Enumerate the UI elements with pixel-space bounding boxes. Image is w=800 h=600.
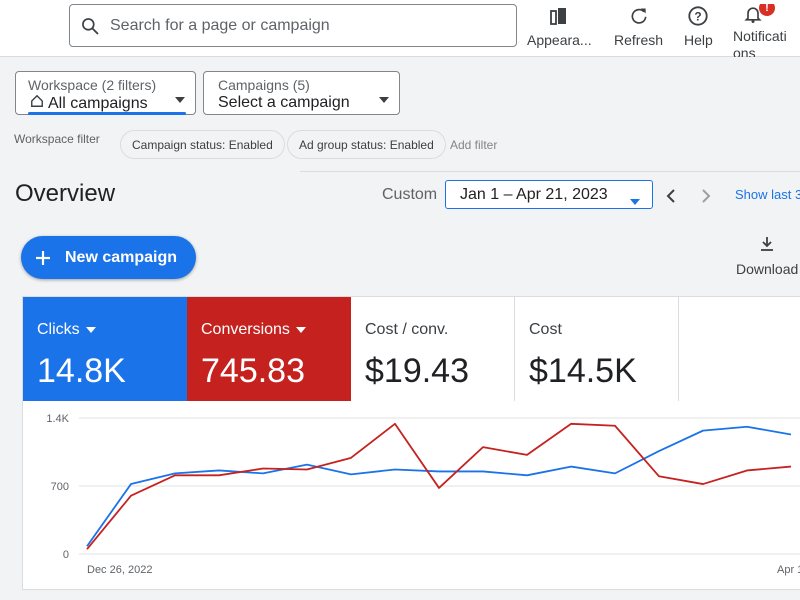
chevron-down-icon xyxy=(175,90,185,108)
campaigns-select[interactable]: Campaigns (5) Select a campaign xyxy=(203,71,400,115)
metric-tile-conversions[interactable]: Conversions 745.83 xyxy=(187,297,351,401)
metric-tile-cost-per-conversion[interactable]: Cost / conv. $19.43 xyxy=(351,297,515,401)
workspace-filter-label: Workspace filter xyxy=(14,132,100,146)
divider xyxy=(300,171,800,172)
page-title: Overview xyxy=(15,180,116,207)
performance-card: Clicks 14.8K Conversions 745.83 Cost / c… xyxy=(22,296,800,590)
top-bar: Appearа... Refresh ? Help ! Notificati o… xyxy=(0,0,800,57)
performance-chart[interactable]: 0 700 1.4K Dec 26, 2022 Apr 1 xyxy=(23,297,800,591)
new-campaign-button[interactable]: New campaign xyxy=(21,236,196,279)
search-input[interactable] xyxy=(110,16,490,35)
help-label: Help xyxy=(684,32,713,48)
campaigns-select-value: Select a campaign xyxy=(218,94,350,111)
appearance-button[interactable]: Appearа... xyxy=(527,4,592,48)
download-label: Download xyxy=(736,261,799,277)
caret-down-icon[interactable] xyxy=(85,327,96,333)
date-range-picker[interactable]: Jan 1 – Apr 21, 2023 xyxy=(445,180,653,209)
help-icon: ? xyxy=(687,4,709,28)
caret-down-icon[interactable] xyxy=(295,327,306,333)
date-range-value: Jan 1 – Apr 21, 2023 xyxy=(460,185,608,203)
next-period-button[interactable] xyxy=(694,184,718,208)
y-tick-label: 700 xyxy=(51,481,69,493)
refresh-icon xyxy=(629,4,649,28)
download-button[interactable]: Download xyxy=(736,236,798,277)
focus-indicator xyxy=(28,112,186,115)
x-tick-label: Apr 1 xyxy=(777,564,800,576)
filter-chip-campaign-status[interactable]: Campaign status: Enabled xyxy=(120,130,285,159)
y-tick-label: 0 xyxy=(63,549,69,561)
series-line-clicks xyxy=(86,425,792,547)
metric-value: $19.43 xyxy=(365,352,469,390)
campaigns-select-label: Campaigns (5) xyxy=(218,77,310,93)
metric-name: Conversions xyxy=(201,321,290,338)
chevron-down-icon xyxy=(630,192,640,210)
chevron-right-icon xyxy=(702,189,711,203)
metric-name-wrap: Clicks xyxy=(37,321,96,339)
search-icon xyxy=(70,16,110,36)
previous-period-button[interactable] xyxy=(659,184,683,208)
search-box[interactable] xyxy=(69,4,517,47)
metric-value: 14.8K xyxy=(37,352,126,390)
show-last-link[interactable]: Show last 3 xyxy=(735,187,800,202)
download-icon xyxy=(759,236,775,255)
series-line-conversions xyxy=(86,422,792,550)
workspace-select-value: All campaigns xyxy=(48,94,148,112)
metric-name-wrap: Conversions xyxy=(201,321,306,339)
help-button[interactable]: ? Help xyxy=(684,4,713,48)
workspace-select-value-wrap: All campaigns xyxy=(30,94,148,113)
appearance-label: Appearа... xyxy=(527,32,592,48)
plus-icon xyxy=(21,250,65,266)
notifications-button[interactable]: ! Notificati ons xyxy=(733,4,800,57)
notifications-label: Notificati ons xyxy=(733,28,787,57)
home-icon xyxy=(30,94,44,113)
notification-badge: ! xyxy=(759,4,775,16)
metric-value: $14.5K xyxy=(529,352,637,390)
bell-icon: ! xyxy=(733,4,775,24)
y-tick-label: 1.4K xyxy=(46,413,69,425)
refresh-label: Refresh xyxy=(614,32,664,48)
metric-value: 745.83 xyxy=(201,352,305,390)
add-filter-link[interactable]: Add filter xyxy=(450,138,498,152)
chevron-left-icon xyxy=(666,189,675,203)
svg-text:?: ? xyxy=(695,10,702,24)
appearance-icon xyxy=(549,4,569,28)
filter-chip-ad-group-status[interactable]: Ad group status: Enabled xyxy=(287,130,446,159)
refresh-button[interactable]: Refresh xyxy=(614,4,663,48)
metric-tile-clicks[interactable]: Clicks 14.8K xyxy=(23,297,187,401)
metric-name: Cost / conv. xyxy=(365,321,449,338)
range-type-label: Custom xyxy=(382,186,438,203)
workspace-select[interactable]: Workspace (2 filters) All campaigns xyxy=(15,71,196,115)
metric-tile-cost[interactable]: Cost $14.5K xyxy=(515,297,679,401)
metric-name: Clicks xyxy=(37,321,80,338)
x-tick-label: Dec 26, 2022 xyxy=(87,564,152,576)
new-campaign-label: New campaign xyxy=(65,248,178,266)
chevron-down-icon xyxy=(379,90,389,108)
metric-name: Cost xyxy=(529,321,562,338)
workspace-select-label: Workspace (2 filters) xyxy=(28,77,157,93)
